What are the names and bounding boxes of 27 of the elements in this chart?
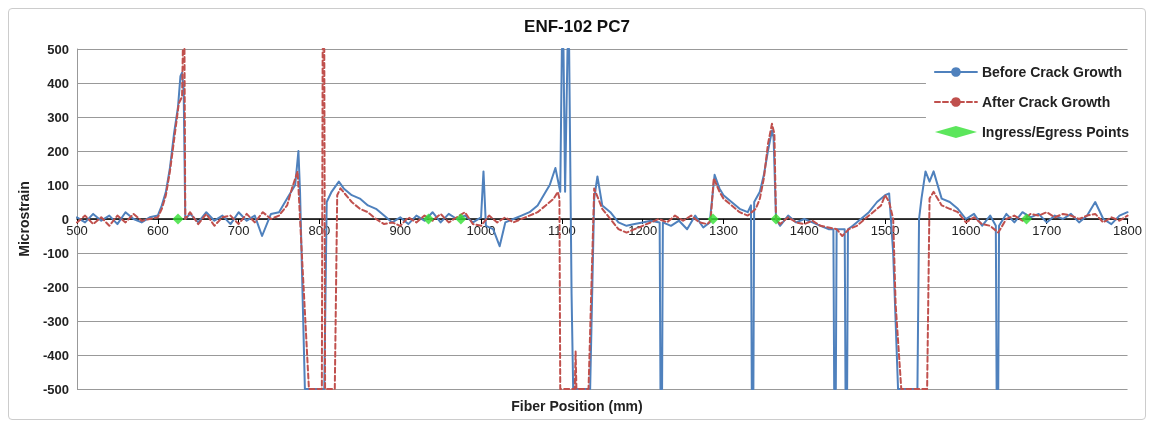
y-tick-label: 100: [47, 177, 69, 193]
y-tick-label: 400: [47, 75, 69, 91]
x-tick-label: 1300: [709, 223, 738, 238]
y-tick-label: 200: [47, 143, 69, 159]
y-tick-label: -100: [42, 245, 69, 261]
y-tick-label: -200: [42, 279, 69, 295]
y-tick-label: 0: [61, 211, 69, 227]
y-tick-label: 300: [47, 109, 69, 125]
legend-label: Before Crack Growth: [981, 64, 1122, 80]
legend-label: After Crack Growth: [981, 94, 1111, 110]
x-tick-label: 700: [227, 223, 250, 238]
x-tick-label: 900: [389, 223, 412, 238]
y-tick-label: -300: [42, 313, 69, 329]
y-tick-label: 500: [47, 41, 69, 57]
y-tick-label: -500: [42, 381, 69, 397]
x-tick-label: 500: [66, 223, 88, 238]
x-tick-label: 1800: [1113, 223, 1142, 238]
legend-label: Ingress/Egress Points: [981, 124, 1130, 140]
x-axis-title: Fiber Position (mm): [511, 398, 643, 414]
x-tick-label: 1200: [628, 223, 658, 238]
x-tick-label: 1400: [789, 223, 819, 238]
chart-title: ENF-102 PC7: [524, 17, 630, 36]
y-tick-label: -400: [42, 347, 69, 363]
y-axis-title: Microstrain: [16, 181, 32, 257]
x-tick-label: 600: [146, 223, 169, 238]
x-tick-label: 1700: [1032, 223, 1062, 238]
x-tick-label: 1600: [951, 223, 981, 238]
